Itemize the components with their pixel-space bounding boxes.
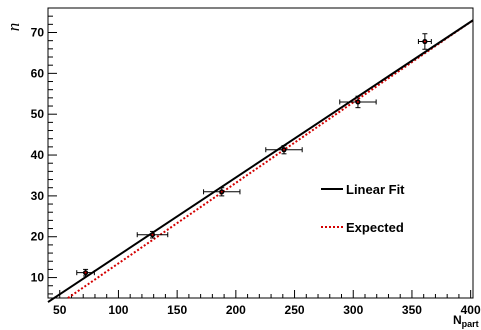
x-axis-title: Npart	[453, 313, 479, 329]
linear-fit-line	[47, 19, 474, 303]
y-tick-label: 30	[31, 189, 45, 203]
x-tick-label: 400	[461, 303, 481, 317]
data-point	[136, 230, 169, 239]
data-point	[76, 268, 95, 277]
data-point	[265, 145, 303, 155]
y-tick-label: 10	[31, 271, 45, 285]
x-tick-label: 100	[108, 303, 128, 317]
y-tick-label: 70	[31, 26, 45, 40]
x-axis-title-main: N	[453, 313, 462, 327]
x-ticks: 50 100 150 200 250 300 350 400	[47, 290, 481, 317]
legend-label-expected: Expected	[346, 220, 404, 235]
y-tick-label: 50	[31, 107, 45, 121]
series-lines	[47, 19, 474, 303]
data-points	[76, 33, 432, 277]
point-marker-dot	[423, 40, 426, 43]
x-tick-label: 350	[402, 303, 422, 317]
y-tick-label: 20	[31, 230, 45, 244]
x-tick-label: 200	[226, 303, 246, 317]
legend: Linear Fit Expected	[321, 182, 405, 235]
y-tick-label: 40	[31, 148, 45, 162]
x-tick-label: 50	[53, 303, 67, 317]
y-ticks: 10 20 30 40 50 60 70	[31, 7, 57, 295]
legend-label-linear-fit: Linear Fit	[346, 182, 405, 197]
point-marker-dot	[220, 190, 223, 193]
data-point	[417, 33, 432, 50]
point-marker-dot	[356, 100, 359, 103]
data-point	[203, 187, 241, 197]
x-tick-label: 300	[343, 303, 363, 317]
expected-line	[67, 19, 474, 299]
y-axis-title: n	[4, 23, 23, 32]
data-point	[339, 95, 377, 109]
x-axis-title-sub: part	[462, 319, 479, 329]
x-tick-label: 250	[285, 303, 305, 317]
point-marker-dot	[282, 148, 285, 151]
point-marker-dot	[151, 233, 154, 236]
x-tick-label: 150	[167, 303, 187, 317]
plot-frame	[47, 7, 474, 299]
point-marker-dot	[84, 271, 87, 274]
y-tick-label: 60	[31, 66, 45, 80]
